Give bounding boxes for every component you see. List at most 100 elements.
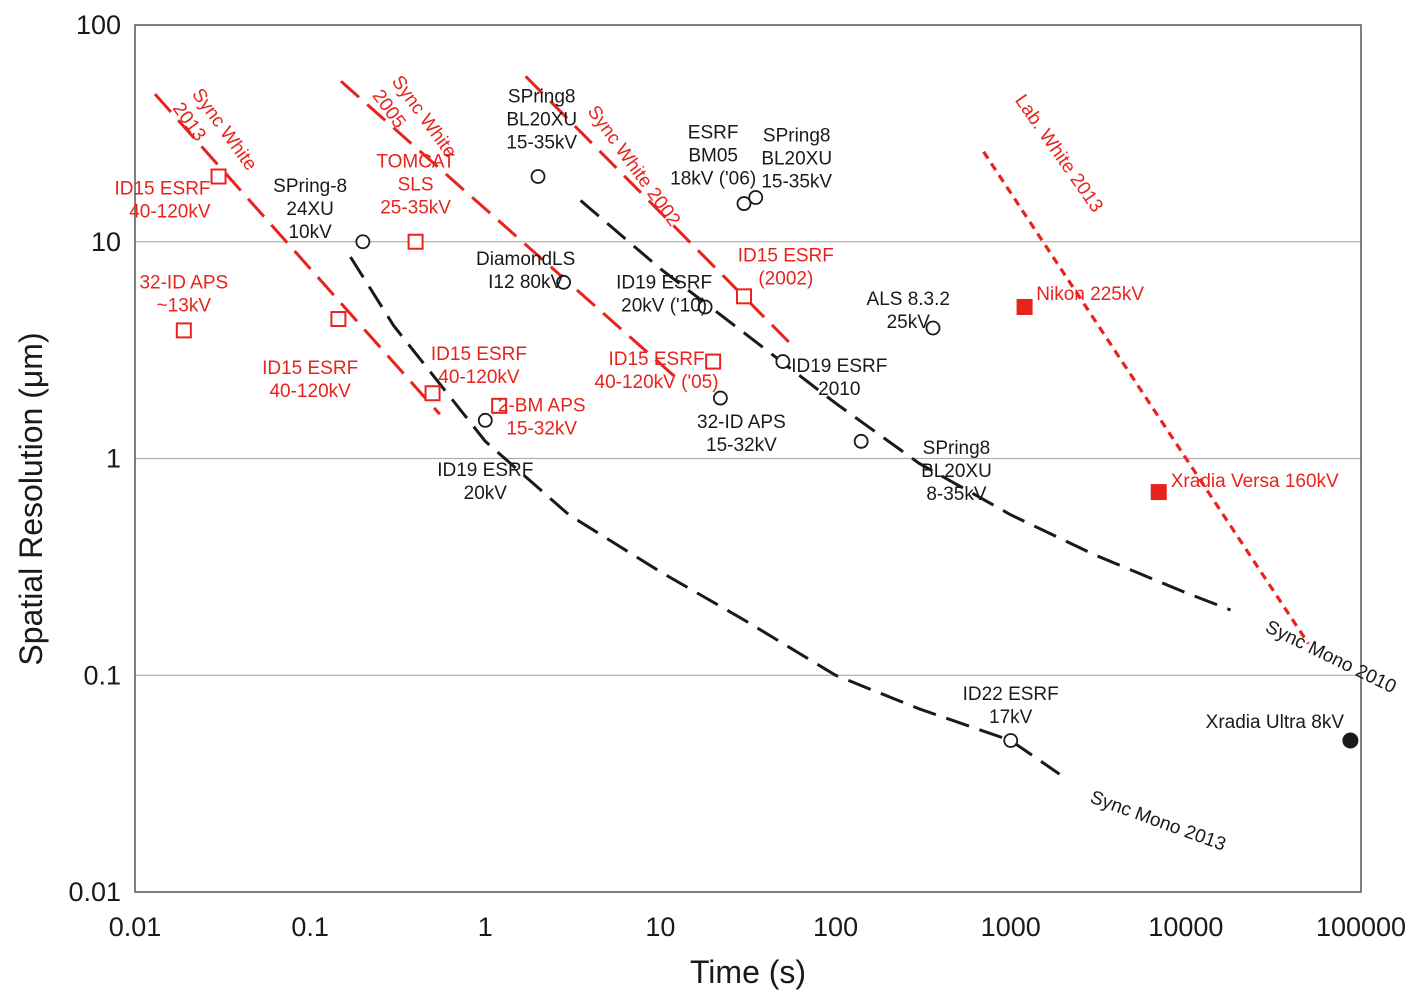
- data-point: [713, 390, 728, 406]
- data-label: Xradia Ultra 8kV: [1206, 712, 1345, 733]
- curve-label: Sync White 2002: [583, 102, 684, 231]
- data-label-line: Xradia Ultra 8kV: [1206, 712, 1345, 733]
- data-label-line: 32-ID APS: [697, 412, 786, 433]
- data-point: [556, 274, 572, 290]
- data-label-line: 25kV: [887, 312, 931, 333]
- data-label-line: 17kV: [989, 707, 1033, 728]
- data-label: 32-ID APS 15-32kV: [697, 412, 786, 456]
- data-point: [1342, 732, 1359, 749]
- tick-layer: 0.01 0.1 1 10 100 1000 10000 100000 0.01 0.1 1 10 10…: [68, 10, 1406, 942]
- data-point: [775, 354, 791, 369]
- data-label: ALS 8.3.2 25kV: [867, 289, 950, 333]
- curve-label: Sync Mono 2010: [1262, 617, 1399, 698]
- data-label-line: BM05: [688, 145, 738, 166]
- data-label-line: ID15 ESRF: [114, 179, 210, 200]
- data-point: [736, 196, 752, 211]
- trend-curve-0: [153, 93, 441, 416]
- data-label-line: SLS: [398, 175, 434, 196]
- trend-curve-5: [349, 256, 1061, 776]
- data-label-line: BL20XU: [506, 109, 577, 130]
- x-tick-label: 0.1: [291, 912, 329, 942]
- data-point: [355, 234, 371, 250]
- data-label-line: BL20XU: [761, 149, 832, 170]
- data-label: SPring-8 24XU 10kV: [273, 176, 347, 243]
- y-tick-label: 0.1: [83, 660, 121, 690]
- series-layer: [153, 75, 1310, 776]
- data-label-line: ID15 ESRF: [262, 358, 358, 379]
- data-label-line: ALS 8.3.2: [867, 289, 950, 310]
- data-label-line: (2002): [758, 269, 813, 290]
- data-label-line: Xradia Versa 160kV: [1171, 471, 1339, 492]
- data-label-line: SPring8: [763, 126, 831, 147]
- data-label: ESRF BM05 18kV ('06): [670, 122, 756, 189]
- x-tick-label: 1: [478, 912, 493, 942]
- data-label-line: 15-32kV: [506, 418, 577, 439]
- curve-label: Sync Mono 2013: [1087, 787, 1228, 856]
- data-label-line: 18kV ('06): [670, 168, 756, 189]
- data-point: [925, 320, 941, 336]
- data-label-line: 20kV: [464, 483, 508, 504]
- data-label: ID15 ESRF 40-120kV: [431, 344, 527, 388]
- data-point: [748, 190, 764, 205]
- data-label: ID15 ESRF 40-120kV: [262, 358, 358, 402]
- data-label-line: ID15 ESRF: [431, 344, 527, 365]
- data-label: SPring8 BL20XU 8-35kV: [921, 438, 992, 505]
- data-point: [491, 397, 508, 414]
- data-point: [424, 385, 441, 402]
- x-tick-label: 10: [645, 912, 675, 942]
- data-label-line: SPring8: [508, 86, 576, 107]
- data-label-line: 15-35kV: [761, 172, 832, 193]
- data-label-line: 40-120kV: [438, 367, 520, 388]
- y-tick-label: 100: [76, 10, 121, 40]
- marker-layer: [175, 168, 1359, 749]
- trend-curve-3: [982, 150, 1310, 645]
- data-label-line: 15-35kV: [506, 132, 577, 153]
- data-point: [705, 353, 722, 370]
- grid-layer: [135, 241, 1361, 676]
- data-label-line: 25-35kV: [380, 198, 451, 219]
- data-label-line: 40-120kV: [269, 381, 351, 402]
- data-label: 32-ID APS ~13kV: [139, 272, 228, 316]
- data-label: ID15 ESRF (2002): [738, 246, 834, 290]
- data-point: [210, 168, 227, 185]
- y-axis-title: Spatial Resolution (μm): [13, 332, 49, 665]
- data-label-line: 24XU: [286, 199, 334, 220]
- data-label-line: DiamondLS: [476, 249, 575, 270]
- data-label-line: Nikon 225kV: [1036, 284, 1144, 305]
- data-label-line: SPring-8: [273, 176, 347, 197]
- data-label: ID19 ESRF 20kV ('10): [616, 272, 712, 316]
- data-label-line: SPring8: [923, 438, 991, 459]
- data-label: DiamondLS I12 80kV: [476, 249, 575, 293]
- data-label: ID19 ESRF 2010: [791, 356, 887, 400]
- data-point: [175, 322, 192, 339]
- data-label: ID15 ESRF 40-120kV ('05): [595, 349, 719, 393]
- data-label-line: ID19 ESRF: [791, 356, 887, 377]
- data-label: ID15 ESRF 40-120kV: [114, 179, 210, 223]
- x-tick-label: 0.01: [109, 912, 162, 942]
- data-label-line: TOMCAT: [376, 152, 455, 173]
- x-tick-label: 1000: [981, 912, 1041, 942]
- data-point: [407, 233, 424, 250]
- data-point: [1003, 733, 1019, 748]
- data-label: SPring8 BL20XU 15-35kV: [506, 86, 577, 153]
- y-tick-label: 0.01: [68, 877, 121, 907]
- x-tick-label: 100: [813, 912, 858, 942]
- data-label-line: ID22 ESRF: [963, 684, 1059, 705]
- y-tick-label: 1: [106, 444, 121, 474]
- data-label-line: 2010: [818, 379, 860, 400]
- y-tick-label: 10: [91, 227, 121, 257]
- data-label-line: ID15 ESRF: [738, 246, 834, 267]
- x-tick-label: 100000: [1316, 912, 1406, 942]
- trend-curve-4: [579, 199, 1232, 612]
- data-label: TOMCAT SLS 25-35kV: [376, 152, 455, 219]
- data-label-line: 10kV: [288, 222, 332, 243]
- data-point: [1150, 484, 1167, 501]
- data-point: [697, 299, 713, 315]
- data-label: SPring8 BL20XU 15-35kV: [761, 126, 832, 193]
- data-point: [530, 169, 546, 184]
- data-label-line: ID19 ESRF: [616, 272, 712, 293]
- data-label-line: BL20XU: [921, 461, 992, 482]
- data-label-line: 15-32kV: [706, 435, 777, 456]
